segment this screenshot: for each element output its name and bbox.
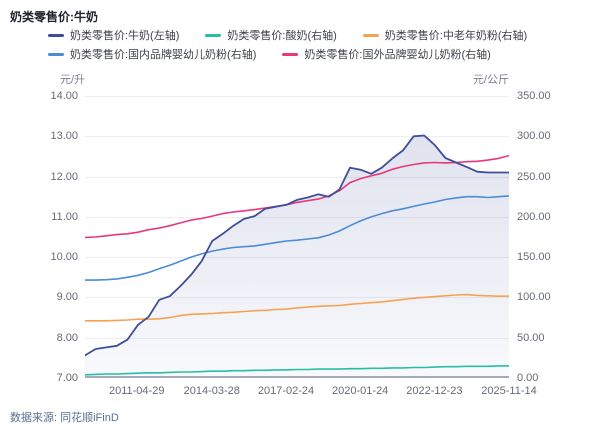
- legend-line-marker-icon: [48, 52, 64, 56]
- legend-item-label: 奶类零售价:国内品牌婴幼儿奶粉(右轴): [70, 49, 257, 61]
- left-axis-tick-label: 11.00: [51, 210, 78, 223]
- right-axis-tick-label: 50.00: [517, 331, 545, 344]
- left-axis-tick-label: 13.00: [50, 130, 78, 143]
- legend-item-2[interactable]: 奶类零售价:中老年奶粉(右轴): [362, 27, 528, 43]
- page-title: 奶类零售价:牛奶: [10, 10, 98, 24]
- plot-area: [84, 96, 510, 378]
- legend-line-marker-icon: [282, 52, 299, 56]
- series-line-3: [84, 195, 510, 281]
- series-line-1: [84, 365, 510, 376]
- right-axis-tick-label: 200.00: [517, 210, 551, 223]
- legend-item-label: 奶类零售价:牛奶(左轴): [70, 30, 180, 42]
- right-axis-unit-label: 元/公斤: [472, 74, 509, 86]
- legend-line-marker-icon: [48, 33, 64, 37]
- series-line-0: [84, 134, 510, 357]
- x-axis-tick-label: 2020-01-24: [332, 385, 389, 397]
- legend-item-label: 奶类零售价:酸奶(右轴): [227, 30, 337, 42]
- left-axis-tick-labels: 14.00 13.00 12.00 11.00 10.00 9.00 8.00 7.00: [0, 90, 78, 384]
- legend-item-label: 奶类零售价:国外品牌婴幼儿奶粉(右轴): [304, 49, 491, 61]
- x-axis-tick-labels: 2011-04-29 2014-03-28 2017-02-24 2020-01-24…: [85, 385, 537, 399]
- left-axis-tick-label: 8.00: [56, 331, 78, 344]
- left-axis-tick-label: 9.00: [56, 291, 78, 304]
- series-line-4: [84, 154, 510, 239]
- data-source-note: 数据来源: 同花顺iFinD: [10, 412, 119, 424]
- left-axis-tick-label: 7.00: [56, 372, 78, 384]
- right-axis-tick-label: 150.00: [517, 251, 551, 264]
- series-area-0: [85, 135, 509, 378]
- left-axis-tick-label: 14.00: [50, 90, 78, 102]
- x-axis-tick-label: 2011-04-29: [108, 385, 165, 397]
- right-axis-tick-label: 250.00: [517, 170, 551, 183]
- legend-row-1: 奶类零售价:牛奶(左轴) 奶类零售价:酸奶(右轴) 奶类零售价:中老年奶粉(右轴): [48, 27, 527, 43]
- series-line-2: [84, 293, 510, 322]
- legend-row-2: 奶类零售价:国内品牌婴幼儿奶粉(右轴) 奶类零售价:国外品牌婴幼儿奶粉(右轴): [48, 46, 491, 62]
- left-axis-tick-label: 12.00: [50, 170, 78, 183]
- right-axis-tick-label: 100.00: [517, 291, 551, 304]
- right-axis-tick-label: 0.00: [517, 372, 539, 384]
- left-axis-tick-label: 10.00: [50, 251, 78, 264]
- left-axis-unit-label: 元/升: [60, 74, 86, 86]
- x-axis-tick-label: 2014-03-28: [183, 385, 240, 397]
- x-axis-tick-label: 2017-02-24: [257, 385, 315, 397]
- right-axis-tick-label: 350.00: [517, 90, 551, 102]
- legend-line-marker-icon: [362, 33, 379, 37]
- x-axis-tick-label: 2025-11-14: [481, 385, 537, 397]
- legend-line-marker-icon: [205, 33, 222, 37]
- x-axis-tick-label: 2022-12-23: [406, 385, 463, 397]
- legend-item-3[interactable]: 奶类零售价:国内品牌婴幼儿奶粉(右轴): [48, 46, 256, 62]
- legend-item-0[interactable]: 奶类零售价:牛奶(左轴): [48, 27, 179, 43]
- legend-item-1[interactable]: 奶类零售价:酸奶(右轴): [205, 27, 337, 43]
- legend-item-label: 奶类零售价:中老年奶粉(右轴): [384, 30, 528, 42]
- legend-item-4[interactable]: 奶类零售价:国外品牌婴幼儿奶粉(右轴): [282, 46, 491, 62]
- line-chart-canvas: [84, 96, 510, 378]
- right-axis-tick-label: 300.00: [517, 130, 551, 143]
- right-axis-tick-labels: 350.00 300.00 250.00 200.00 150.00 100.00 50.0…: [517, 90, 597, 384]
